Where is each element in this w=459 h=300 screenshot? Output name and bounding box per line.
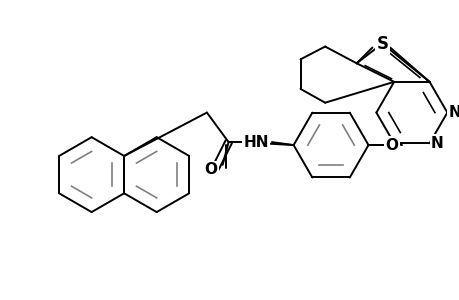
Text: O: O (204, 162, 217, 177)
Text: HN: HN (243, 135, 269, 150)
Text: N: N (448, 105, 459, 120)
Text: N: N (430, 136, 443, 151)
Text: S: S (375, 34, 387, 52)
Text: O: O (385, 138, 398, 153)
